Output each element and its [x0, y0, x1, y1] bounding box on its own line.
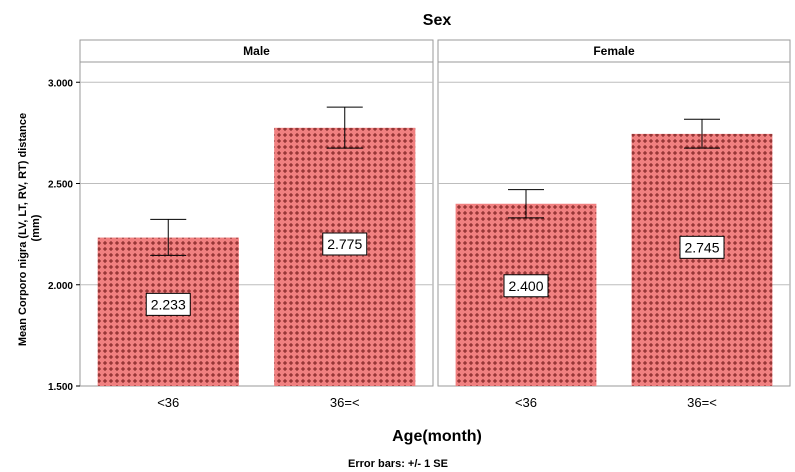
x-tick-label: <36	[157, 395, 179, 410]
data-label: 2.400	[508, 278, 543, 294]
data-label: 2.233	[151, 296, 186, 312]
y-tick-label: 3.000	[48, 78, 73, 89]
bar-female-2	[631, 133, 773, 386]
y-tick-label: 2.500	[48, 180, 73, 191]
x-axis-label: Age(month)	[392, 428, 482, 445]
data-label-box	[679, 235, 725, 259]
x-tick-label: 36=<	[330, 395, 360, 410]
y-tick-label: 2.000	[48, 281, 73, 292]
data-label-box	[322, 232, 368, 256]
data-label: 2.775	[327, 236, 362, 252]
error-bar-footnote: Error bars: +/- 1 SE	[348, 458, 448, 470]
data-label-box	[145, 292, 191, 316]
x-tick-label: 36=<	[687, 395, 717, 410]
data-label: 2.745	[684, 239, 719, 255]
data-label-box	[503, 274, 549, 298]
chart-title: Sex	[423, 12, 452, 29]
y-axis-label-line-1: Mean Corporo nigra (LV, LT, RV, RT) dist…	[17, 113, 29, 346]
y-axis-label-line-2: (mm)	[30, 214, 42, 241]
panel-title-male: Male	[243, 44, 270, 58]
x-tick-label: <36	[515, 395, 537, 410]
y-axis-label: Mean Corporo nigra (LV, LT, RV, RT) dist…	[17, 110, 42, 346]
bar-male-2	[274, 127, 416, 386]
panel-title-female: Female	[593, 44, 635, 58]
y-tick-label: 1.500	[48, 382, 73, 393]
